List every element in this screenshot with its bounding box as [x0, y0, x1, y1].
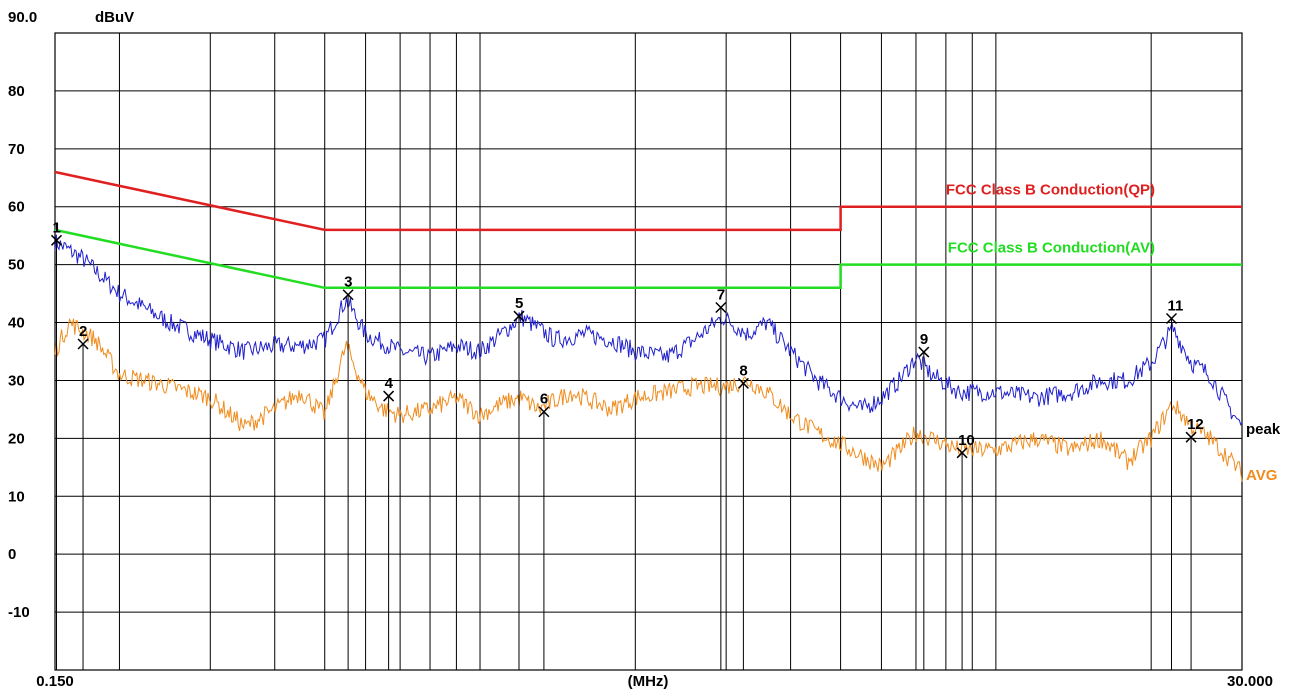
marker-label: 9	[920, 331, 928, 348]
marker-label: 2	[79, 323, 87, 340]
limit-line-av	[54, 228, 1242, 290]
marker-label: 10	[958, 432, 975, 449]
y-tick-label: 60	[8, 199, 25, 216]
series-lines	[54, 234, 1243, 482]
series-label-avg: AVG	[1246, 467, 1277, 484]
axes: dBuV (MHz) 0.150 30.000 90.0807060504030…	[8, 9, 1273, 690]
limit-line-label-qp: FCC Class B Conduction(QP)	[946, 182, 1155, 199]
limit-lines	[54, 170, 1242, 290]
marker-x	[342, 289, 354, 301]
series-line-avg	[54, 318, 1243, 482]
y-tick-label: 0	[8, 546, 16, 563]
marker-label: 4	[385, 375, 394, 392]
plot-frame	[54, 32, 1243, 671]
marker-x	[1185, 431, 1197, 443]
marker-label: 7	[717, 286, 725, 303]
marker-label: 3	[344, 274, 352, 291]
grid	[54, 32, 1243, 671]
limit-line-qp	[54, 170, 1242, 232]
marker-label: 5	[515, 295, 523, 312]
marker-x	[918, 346, 930, 358]
marker-x	[737, 377, 749, 389]
y-unit-label: dBuV	[95, 9, 134, 26]
marker-x	[715, 301, 727, 314]
marker-label: 1	[52, 219, 60, 236]
y-tick-label: 10	[8, 488, 25, 505]
x-unit-label: (MHz)	[628, 673, 669, 690]
limit-line-label-av: FCC Class B Conduction(AV)	[948, 240, 1155, 257]
marker-x	[956, 447, 968, 459]
series-label-peak: peak	[1246, 421, 1281, 438]
series-labels: peak AVG FCC Class B Conduction(QP) FCC Cla…	[946, 182, 1281, 484]
y-tick-label: 50	[8, 257, 25, 274]
y-tick-label: -10	[8, 604, 30, 621]
marker-label: 11	[1167, 297, 1183, 314]
marker-x	[1165, 312, 1178, 325]
marker-x	[538, 406, 550, 418]
marker-label: 8	[739, 362, 747, 379]
y-tick-label: 30	[8, 372, 25, 389]
x-min-label: 0.150	[36, 673, 74, 690]
y-tick-label: 70	[8, 141, 25, 158]
x-max-label: 30.000	[1227, 673, 1273, 690]
marker-x	[513, 310, 525, 322]
marker-x	[77, 338, 89, 350]
y-tick-label: 80	[8, 83, 25, 100]
marker-label: 12	[1187, 416, 1204, 433]
marker-x	[383, 390, 395, 402]
y-tick-label: 40	[8, 315, 25, 332]
y-tick-label: 20	[8, 430, 25, 447]
marker-x	[50, 234, 63, 246]
marker-label: 6	[540, 391, 548, 408]
series-line-peak	[54, 234, 1243, 426]
y-tick-label: 90.0	[8, 9, 37, 26]
